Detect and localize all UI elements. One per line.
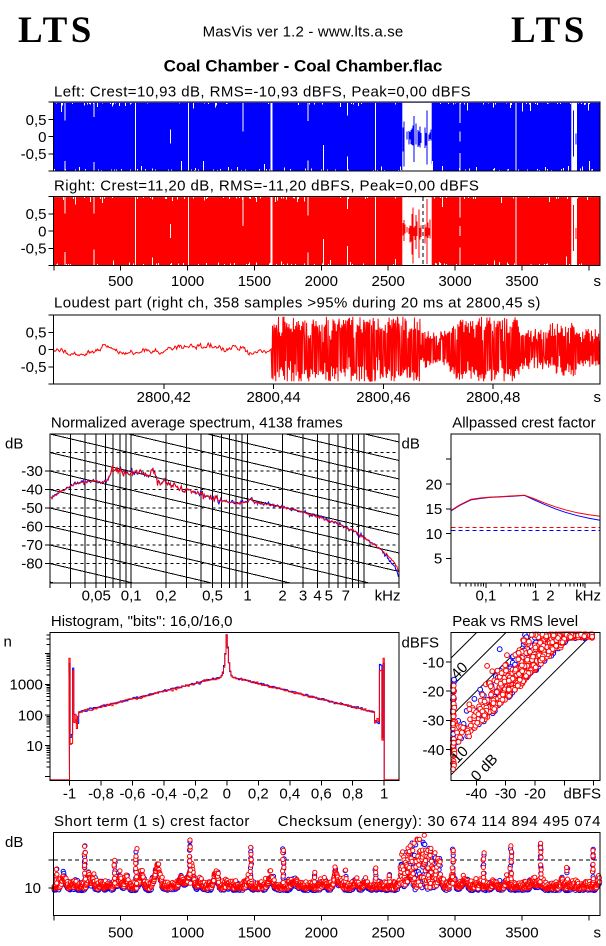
- svg-text:5: 5: [434, 551, 442, 568]
- svg-text:1: 1: [243, 588, 251, 605]
- svg-text:s: s: [594, 273, 602, 290]
- svg-text:0: 0: [38, 342, 46, 359]
- svg-text:-0,2: -0,2: [182, 786, 208, 803]
- svg-text:20: 20: [426, 476, 443, 493]
- svg-text:LTS: LTS: [18, 10, 95, 51]
- svg-text:0,2: 0,2: [156, 588, 177, 605]
- svg-text:dB: dB: [5, 834, 23, 851]
- svg-text:2800,46: 2800,46: [356, 389, 410, 406]
- svg-text:Short term (1 s) crest factor: Short term (1 s) crest factor: [54, 813, 250, 830]
- svg-text:Histogram, "bits": 16,0/16,0: Histogram, "bits": 16,0/16,0: [51, 613, 233, 630]
- svg-text:2800,42: 2800,42: [137, 389, 191, 406]
- svg-text:0 dB: 0 dB: [468, 751, 502, 785]
- svg-text:-0,5: -0,5: [21, 241, 47, 258]
- svg-text:-40: -40: [466, 786, 488, 803]
- svg-text:10: 10: [426, 526, 443, 543]
- svg-text:kHz: kHz: [375, 588, 401, 605]
- svg-text:1500: 1500: [238, 273, 271, 290]
- svg-text:dBFS: dBFS: [402, 634, 440, 651]
- svg-text:Coal Chamber - Coal Chamber.fl: Coal Chamber - Coal Chamber.flac: [164, 56, 443, 75]
- svg-text:-20: -20: [423, 684, 445, 701]
- svg-text:-30: -30: [423, 713, 445, 730]
- svg-text:0: 0: [38, 223, 46, 240]
- svg-text:-20: -20: [524, 786, 546, 803]
- svg-text:7: 7: [342, 588, 350, 605]
- svg-text:-50: -50: [21, 500, 43, 517]
- svg-text:MasVis ver 1.2 - www.lts.a.se: MasVis ver 1.2 - www.lts.a.se: [203, 24, 404, 41]
- svg-text:0,5: 0,5: [26, 325, 47, 342]
- svg-text:0,4: 0,4: [279, 786, 300, 803]
- svg-text:-40: -40: [21, 482, 43, 499]
- svg-text:dB: dB: [5, 436, 23, 453]
- svg-text:0,05: 0,05: [82, 588, 111, 605]
- svg-text:n: n: [4, 634, 12, 651]
- svg-text:2: 2: [278, 588, 286, 605]
- svg-text:2000: 2000: [305, 273, 338, 290]
- svg-text:0: 0: [38, 129, 46, 146]
- svg-text:10: 10: [26, 738, 43, 755]
- svg-text:-30: -30: [495, 786, 517, 803]
- svg-text:-0,4: -0,4: [151, 786, 177, 803]
- svg-text:3500: 3500: [505, 273, 538, 290]
- svg-text:5: 5: [325, 588, 333, 605]
- svg-text:0,6: 0,6: [311, 786, 332, 803]
- svg-text:-0,8: -0,8: [88, 786, 114, 803]
- svg-text:0,5: 0,5: [202, 588, 223, 605]
- svg-text:1: 1: [531, 588, 539, 605]
- svg-text:1000: 1000: [171, 273, 204, 290]
- svg-text:Normalized average spectrum, 4: Normalized average spectrum, 4138 frames: [51, 414, 343, 431]
- svg-text:2800,48: 2800,48: [466, 389, 520, 406]
- svg-text:2: 2: [546, 588, 554, 605]
- svg-text:1: 1: [380, 786, 388, 803]
- svg-text:Left: Crest=10,93 dB, RMS=-10,: Left: Crest=10,93 dB, RMS=-10,93 dBFS, P…: [54, 84, 471, 101]
- svg-text:-70: -70: [21, 537, 43, 554]
- svg-text:-0,5: -0,5: [21, 359, 47, 376]
- svg-text:dBFS: dBFS: [563, 786, 601, 803]
- svg-text:1000: 1000: [10, 677, 43, 694]
- svg-text:dB: dB: [402, 436, 420, 453]
- svg-text:2800,44: 2800,44: [246, 389, 300, 406]
- svg-text:s: s: [594, 389, 602, 406]
- svg-text:kHz: kHz: [575, 588, 601, 605]
- svg-text:0,5: 0,5: [26, 206, 47, 223]
- svg-text:500: 500: [108, 273, 133, 290]
- svg-text:0,5: 0,5: [26, 112, 47, 129]
- svg-text:2500: 2500: [372, 273, 405, 290]
- svg-text:3000: 3000: [438, 273, 471, 290]
- svg-text:0,8: 0,8: [342, 786, 363, 803]
- svg-text:Loudest part (right ch, 358 sa: Loudest part (right ch, 358 samples >95%…: [54, 295, 541, 312]
- svg-text:-0,5: -0,5: [21, 146, 47, 163]
- svg-text:100: 100: [18, 707, 43, 724]
- svg-text:-10: -10: [423, 654, 445, 671]
- svg-text:0: 0: [223, 786, 231, 803]
- svg-text:0,1: 0,1: [121, 588, 142, 605]
- svg-text:Allpassed crest factor: Allpassed crest factor: [452, 414, 595, 431]
- svg-text:-40: -40: [423, 742, 445, 759]
- svg-text:0,1: 0,1: [475, 588, 496, 605]
- svg-text:0,2: 0,2: [248, 786, 269, 803]
- svg-text:LTS: LTS: [511, 10, 588, 51]
- svg-text:4: 4: [313, 588, 321, 605]
- svg-text:-80: -80: [21, 556, 43, 573]
- svg-text:-30: -30: [21, 463, 43, 480]
- svg-text:-60: -60: [21, 519, 43, 536]
- svg-text:15: 15: [426, 501, 443, 518]
- svg-text:3: 3: [299, 588, 307, 605]
- svg-text:Checksum (energy): 30 674 114: Checksum (energy): 30 674 114 894 495 07…: [278, 813, 601, 830]
- svg-text:-1: -1: [63, 786, 76, 803]
- svg-text:Peak vs RMS level: Peak vs RMS level: [452, 613, 578, 630]
- svg-text:Right: Crest=11,20 dB, RMS=-11: Right: Crest=11,20 dB, RMS=-11,20 dBFS, …: [54, 177, 479, 194]
- svg-text:-0,6: -0,6: [119, 786, 145, 803]
